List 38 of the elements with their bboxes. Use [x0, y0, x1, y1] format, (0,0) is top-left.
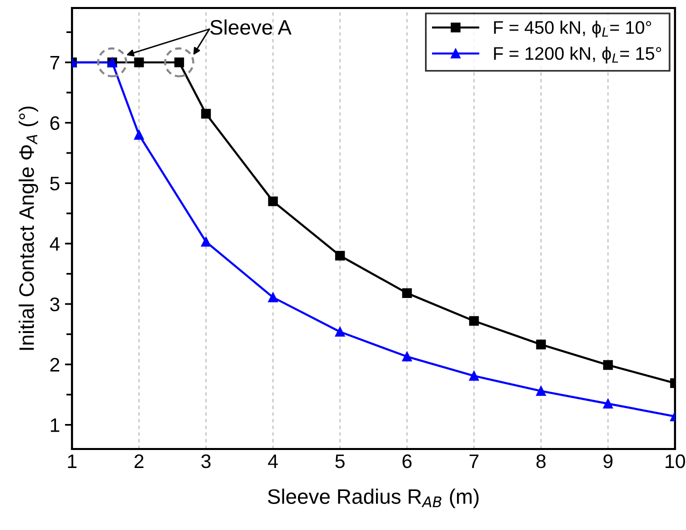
point	[536, 340, 546, 350]
x-tick-label: 6	[402, 454, 412, 468]
x-tick-label: 9	[604, 454, 612, 468]
y-tick-label: 6	[50, 116, 60, 130]
x-axis-title: Sleeve Radius R$_{AB}$ (m)	[268, 488, 479, 508]
y-tick-label: 4	[50, 237, 60, 251]
point	[603, 360, 613, 370]
y-tick-label: 3	[50, 297, 60, 312]
point	[201, 236, 211, 247]
y-tick-label: 2	[50, 358, 60, 372]
legend-label: F = 1200 kN, ϕ$_{L}$= 15°	[494, 46, 662, 64]
y-tick-label: 7	[50, 56, 60, 70]
x-tick-label: 1	[68, 454, 76, 468]
legend-label: F = 450 kN, ϕ$_{L}$= 10°	[494, 20, 652, 38]
point	[469, 371, 479, 381]
x-tick-label: 10	[666, 454, 686, 468]
point	[268, 292, 278, 302]
point	[402, 352, 412, 362]
point	[335, 250, 345, 261]
point	[201, 108, 211, 119]
x-tick-label: 3	[201, 454, 211, 468]
y-axis-title: Initial Contact Angle Φ$_{A}$ (°)	[18, 106, 38, 350]
x-tick-label: 2	[134, 454, 144, 468]
point	[134, 58, 144, 68]
x-tick-label: 8	[536, 454, 546, 468]
point	[134, 130, 144, 140]
point	[402, 288, 412, 298]
annotation: Sleeve A	[210, 19, 292, 35]
x-tick-label: 5	[335, 454, 345, 468]
point	[469, 316, 479, 326]
point	[536, 386, 546, 396]
x-tick-label: 7	[470, 454, 478, 468]
point	[603, 398, 613, 409]
point	[268, 196, 278, 206]
point	[335, 326, 345, 337]
y-tick-label: 5	[50, 176, 60, 190]
x-tick-label: 4	[268, 454, 278, 468]
y-tick-label: 1	[50, 418, 60, 432]
